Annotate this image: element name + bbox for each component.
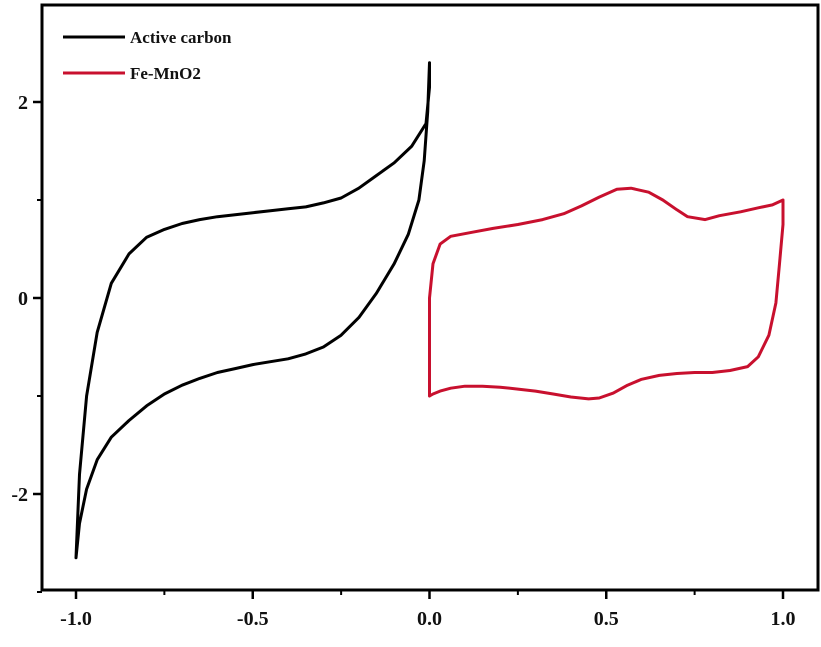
x-tick-label: 1.0 (771, 608, 796, 630)
axis-ticks (33, 100, 785, 599)
legend-label-active-carbon: Active carbon (130, 28, 232, 47)
x-tick-label: -0.5 (237, 608, 269, 630)
x-tick-label: 0.5 (594, 608, 619, 630)
tick-labels: -1.0 -0.5 0.0 0.5 1.0 -2 0 2 (11, 92, 795, 630)
series-layer (74, 61, 785, 560)
legend-label-fe-mno2: Fe-MnO2 (130, 64, 201, 83)
series-line-fe-mno2 (428, 186, 785, 401)
y-tick-label: 2 (18, 92, 28, 114)
y-tick-label: -2 (11, 484, 28, 506)
legend: Active carbon Fe-MnO2 (63, 28, 232, 83)
x-tick-label: -1.0 (60, 608, 92, 630)
y-tick-label: 0 (18, 288, 28, 310)
x-tick-label: 0.0 (417, 608, 442, 630)
series-line-active-carbon (74, 61, 431, 560)
